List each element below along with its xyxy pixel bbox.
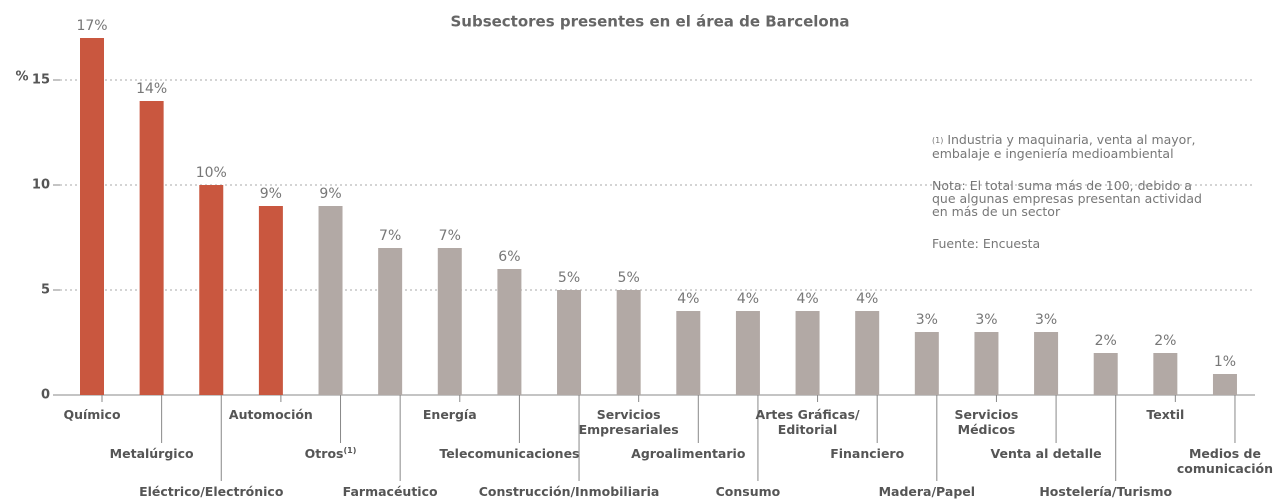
note: Fuente: Encuesta (932, 236, 1041, 251)
x-tick-label: Madera/Papel (879, 484, 975, 499)
category-text: Textil (1146, 407, 1185, 422)
category-text: Automoción (228, 407, 313, 422)
y-tick-label: 0 (41, 388, 50, 403)
value-label: 9% (260, 186, 282, 202)
bar (378, 248, 403, 395)
bar (974, 332, 999, 395)
category-text: Eléctrico/Electrónico (139, 484, 284, 499)
y-axis-label: % (15, 70, 28, 85)
category-text: Telecomunicaciones (439, 446, 580, 461)
bar (855, 311, 880, 395)
y-tick-label: 5 (41, 283, 50, 298)
category-text: Consumo (715, 484, 781, 499)
bar (139, 101, 164, 395)
bar (258, 206, 283, 395)
value-label: 2% (1095, 333, 1117, 349)
x-tick-label: Automoción (229, 407, 313, 422)
value-label: 7% (379, 228, 401, 244)
x-tick-label: Otros(1) (305, 446, 357, 461)
x-tick-label: Telecomunicaciones (439, 446, 579, 461)
y-tick-label: 10 (32, 178, 50, 193)
note-text: Industria y maquinaria, venta al mayor, … (932, 132, 1196, 161)
value-label: 2% (1154, 333, 1176, 349)
category-text: Agroalimentario (631, 446, 746, 461)
y-tick-label: 15 (32, 73, 50, 88)
x-tick-label: Textil (1146, 407, 1184, 422)
bar (795, 311, 820, 395)
value-label: 10% (196, 165, 227, 181)
bar (1153, 353, 1178, 395)
x-tick-label: Servicios Médicos (955, 407, 1019, 437)
category-text: Metalúrgico (109, 446, 194, 461)
value-label: 3% (1035, 312, 1057, 328)
note: (1) Industria y maquinaria, venta al may… (932, 133, 1202, 160)
bar (318, 206, 343, 395)
x-tick-label: Energía (423, 407, 477, 422)
bar (80, 38, 104, 395)
category-text: Hostelería/Turismo (1039, 484, 1173, 499)
bar (1212, 374, 1237, 395)
category-text: Otros (304, 446, 344, 461)
chart-title: Subsectores presentes en el área de Barc… (450, 13, 849, 31)
x-tick-label: Servicios Empresariales (579, 407, 679, 437)
value-label: 5% (558, 270, 580, 286)
bar (497, 269, 522, 395)
x-tick-label: Venta al detalle (991, 446, 1102, 461)
value-label: 9% (319, 186, 341, 202)
x-tick-label: Metalúrgico (110, 446, 194, 461)
value-label: 4% (677, 291, 699, 307)
x-tick-label: Medios de comunicación (1177, 446, 1273, 476)
x-tick-label: Químico (63, 407, 120, 422)
x-tick-label: Hostelería/Turismo (1039, 484, 1172, 499)
x-tick-label: Financiero (830, 446, 904, 461)
x-tick-label: Farmacéutico (343, 484, 438, 499)
footnote-mark: (1) (343, 445, 357, 455)
category-text: Medios de comunicación (1176, 446, 1274, 476)
bar (616, 290, 641, 395)
value-label: 4% (796, 291, 818, 307)
value-label: 3% (916, 312, 938, 328)
value-label: 7% (439, 228, 461, 244)
bar (199, 185, 224, 395)
category-text: Construcción/Inmobiliaria (478, 484, 660, 499)
value-label: 14% (136, 81, 167, 97)
bar (914, 332, 939, 395)
footnote-mark: (1) (932, 136, 944, 145)
x-tick-label: Artes Gráficas/ Editorial (756, 407, 860, 437)
bar (1034, 332, 1059, 395)
category-text: Químico (63, 407, 121, 422)
notes: (1) Industria y maquinaria, venta al may… (932, 120, 1202, 269)
category-text: Artes Gráficas/ Editorial (755, 407, 860, 437)
category-text: Energía (422, 407, 477, 422)
value-label: 3% (975, 312, 997, 328)
category-text: Madera/Papel (878, 484, 976, 499)
bar (676, 311, 701, 395)
value-label: 4% (856, 291, 878, 307)
bar (735, 311, 760, 395)
category-text: Financiero (830, 446, 905, 461)
category-text: Venta al detalle (990, 446, 1102, 461)
x-tick-label: Construcción/Inmobiliaria (479, 484, 660, 499)
value-label: 1% (1214, 354, 1236, 370)
value-label: 4% (737, 291, 759, 307)
bar (437, 248, 462, 395)
value-label: 5% (618, 270, 640, 286)
value-label: 17% (76, 18, 107, 34)
bar (1093, 353, 1118, 395)
value-label: 6% (498, 249, 520, 265)
note: Nota: El total suma más de 100, debido a… (932, 178, 1202, 219)
x-tick-label: Consumo (716, 484, 781, 499)
x-tick-label: Eléctrico/Electrónico (139, 484, 283, 499)
x-tick-label: Agroalimentario (631, 446, 745, 461)
bar (557, 290, 582, 395)
category-text: Servicios Empresariales (578, 407, 679, 437)
category-text: Farmacéutico (342, 484, 438, 499)
category-text: Servicios Médicos (954, 407, 1019, 437)
